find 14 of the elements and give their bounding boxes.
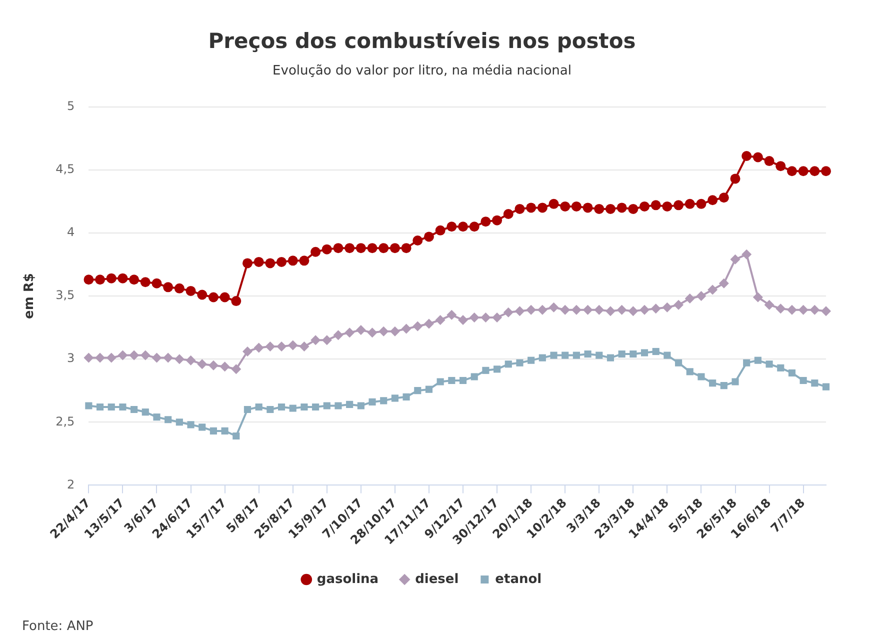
source-note: Fonte: ANP	[22, 619, 94, 634]
y-axis-title: em R$	[22, 273, 38, 319]
y-tick-label: 3	[67, 351, 75, 366]
chart-title: Preços dos combustíveis nos postos	[208, 29, 636, 54]
legend-label: diesel	[415, 572, 459, 587]
y-tick-label: 2	[67, 477, 75, 492]
chart-subtitle: Evolução do valor por litro, na média nacional	[272, 63, 572, 78]
y-tick-label: 4,5	[56, 162, 75, 176]
legend-label: gasolina	[316, 572, 379, 587]
y-tick-label: 3,5	[56, 288, 75, 302]
legend-label: etanol	[495, 572, 542, 587]
y-tick-label: 4	[67, 225, 75, 240]
y-tick-label: 5	[67, 98, 75, 113]
y-tick-label: 2,5	[56, 414, 75, 428]
